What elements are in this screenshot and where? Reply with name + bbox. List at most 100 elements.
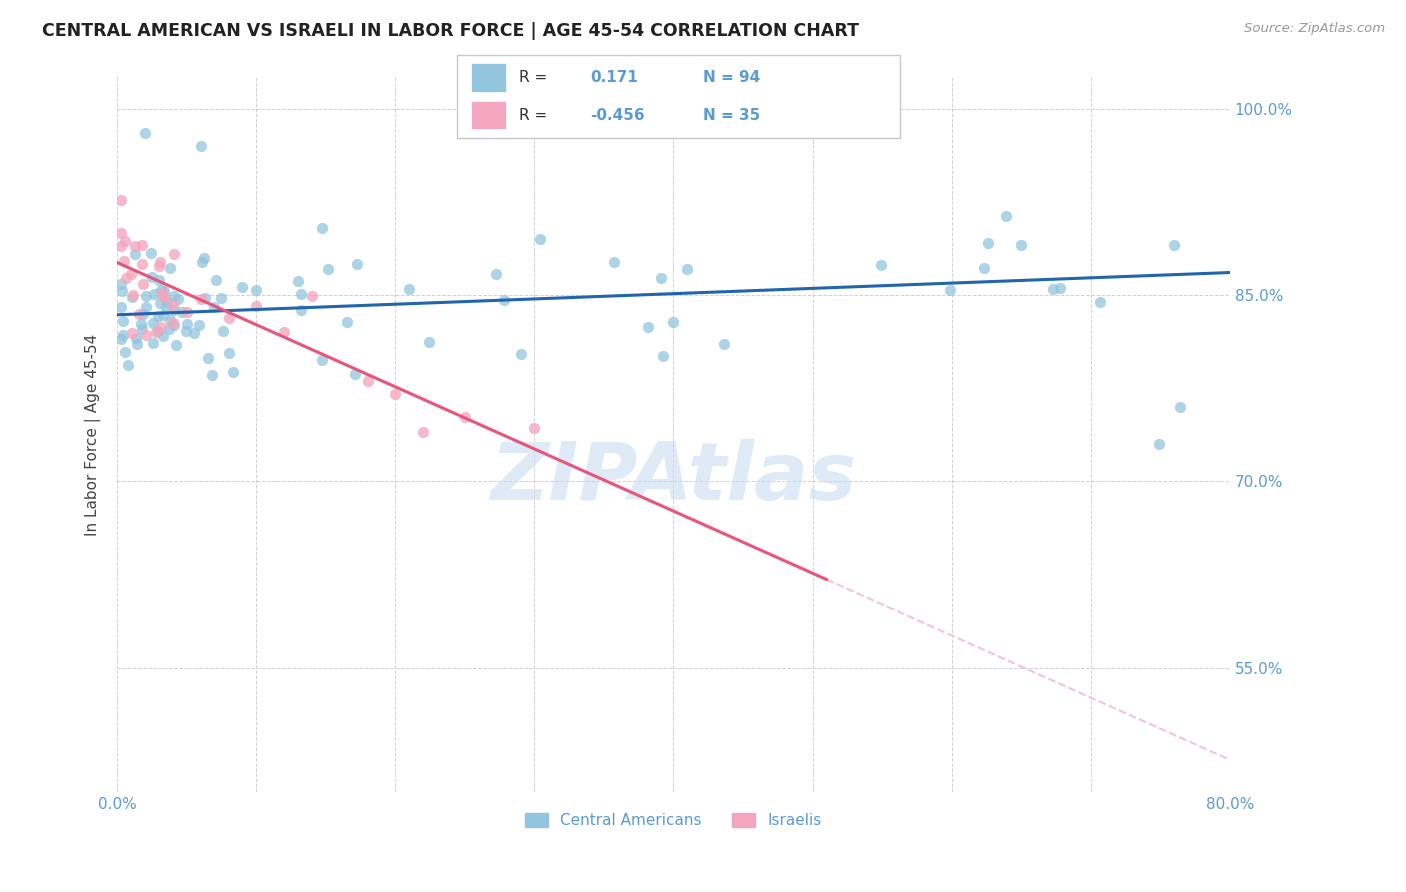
Point xyxy=(150,320,173,334)
Point xyxy=(132,277,155,291)
Point xyxy=(193,252,215,266)
Point xyxy=(114,234,136,248)
Point xyxy=(204,273,226,287)
Point xyxy=(112,314,135,328)
Point xyxy=(637,320,659,334)
Point xyxy=(132,307,155,321)
Point xyxy=(117,358,139,372)
Point xyxy=(973,260,995,275)
Legend: Central Americans, Israelis: Central Americans, Israelis xyxy=(519,807,828,834)
Point xyxy=(142,287,165,301)
Point xyxy=(110,239,132,253)
Point xyxy=(142,317,165,331)
Point xyxy=(290,303,312,318)
Point xyxy=(346,257,368,271)
Point xyxy=(231,279,253,293)
Point xyxy=(111,328,134,343)
Point xyxy=(290,287,312,301)
Point xyxy=(494,293,516,307)
Point xyxy=(976,235,998,250)
Point xyxy=(344,367,367,381)
Point xyxy=(197,351,219,365)
Point xyxy=(159,312,181,326)
FancyBboxPatch shape xyxy=(471,101,506,129)
Point xyxy=(384,387,406,401)
Point xyxy=(190,138,212,153)
Point xyxy=(176,305,198,319)
Point xyxy=(398,282,420,296)
Point xyxy=(145,325,167,339)
Point xyxy=(153,290,176,304)
Point xyxy=(529,232,551,246)
Point xyxy=(155,301,177,315)
Text: -0.456: -0.456 xyxy=(591,108,645,122)
Point xyxy=(995,209,1018,223)
Point xyxy=(454,410,477,425)
Point xyxy=(1163,238,1185,252)
Point xyxy=(245,299,267,313)
Point xyxy=(603,255,626,269)
Point xyxy=(152,308,174,322)
Y-axis label: In Labor Force | Age 45-54: In Labor Force | Age 45-54 xyxy=(86,334,101,536)
Text: ZIPAtlas: ZIPAtlas xyxy=(491,439,856,516)
Point xyxy=(121,326,143,340)
Point xyxy=(153,284,176,298)
Point xyxy=(218,346,240,360)
Point xyxy=(194,292,217,306)
Point xyxy=(127,337,149,351)
Point xyxy=(149,296,172,310)
Point xyxy=(131,237,153,252)
Point xyxy=(131,257,153,271)
Point xyxy=(662,315,685,329)
Point xyxy=(1042,282,1064,296)
Point xyxy=(135,289,157,303)
Point xyxy=(146,309,169,323)
Point xyxy=(1168,400,1191,414)
Point xyxy=(124,330,146,344)
Point xyxy=(110,301,132,315)
Point xyxy=(148,273,170,287)
Point xyxy=(174,324,197,338)
Point xyxy=(163,318,186,333)
Point xyxy=(148,260,170,274)
Point xyxy=(650,270,672,285)
Point xyxy=(112,254,135,268)
Point xyxy=(939,283,962,297)
Point xyxy=(150,283,173,297)
Point xyxy=(167,293,190,307)
Point xyxy=(183,326,205,341)
Point xyxy=(301,288,323,302)
Point xyxy=(124,239,146,253)
Point xyxy=(134,127,156,141)
Point xyxy=(163,302,186,317)
FancyBboxPatch shape xyxy=(457,55,900,138)
Point xyxy=(139,245,162,260)
Point xyxy=(135,327,157,342)
Point xyxy=(188,318,211,333)
Point xyxy=(152,328,174,343)
Text: Source: ZipAtlas.com: Source: ZipAtlas.com xyxy=(1244,22,1385,36)
Point xyxy=(287,274,309,288)
Point xyxy=(111,284,134,298)
Point xyxy=(142,335,165,350)
Point xyxy=(523,421,546,435)
Point xyxy=(163,289,186,303)
Point xyxy=(131,322,153,336)
Point xyxy=(149,255,172,269)
Point xyxy=(311,221,333,235)
Point xyxy=(652,350,675,364)
Point xyxy=(190,292,212,306)
Point xyxy=(1010,238,1032,252)
Point xyxy=(124,247,146,261)
Point xyxy=(336,316,359,330)
Point xyxy=(148,324,170,338)
Point xyxy=(204,300,226,314)
Point xyxy=(110,226,132,240)
Point xyxy=(156,295,179,310)
Point xyxy=(218,311,240,326)
Point xyxy=(110,277,132,292)
Point xyxy=(870,259,893,273)
Point xyxy=(114,345,136,359)
Point xyxy=(675,261,697,276)
Point xyxy=(1088,294,1111,309)
